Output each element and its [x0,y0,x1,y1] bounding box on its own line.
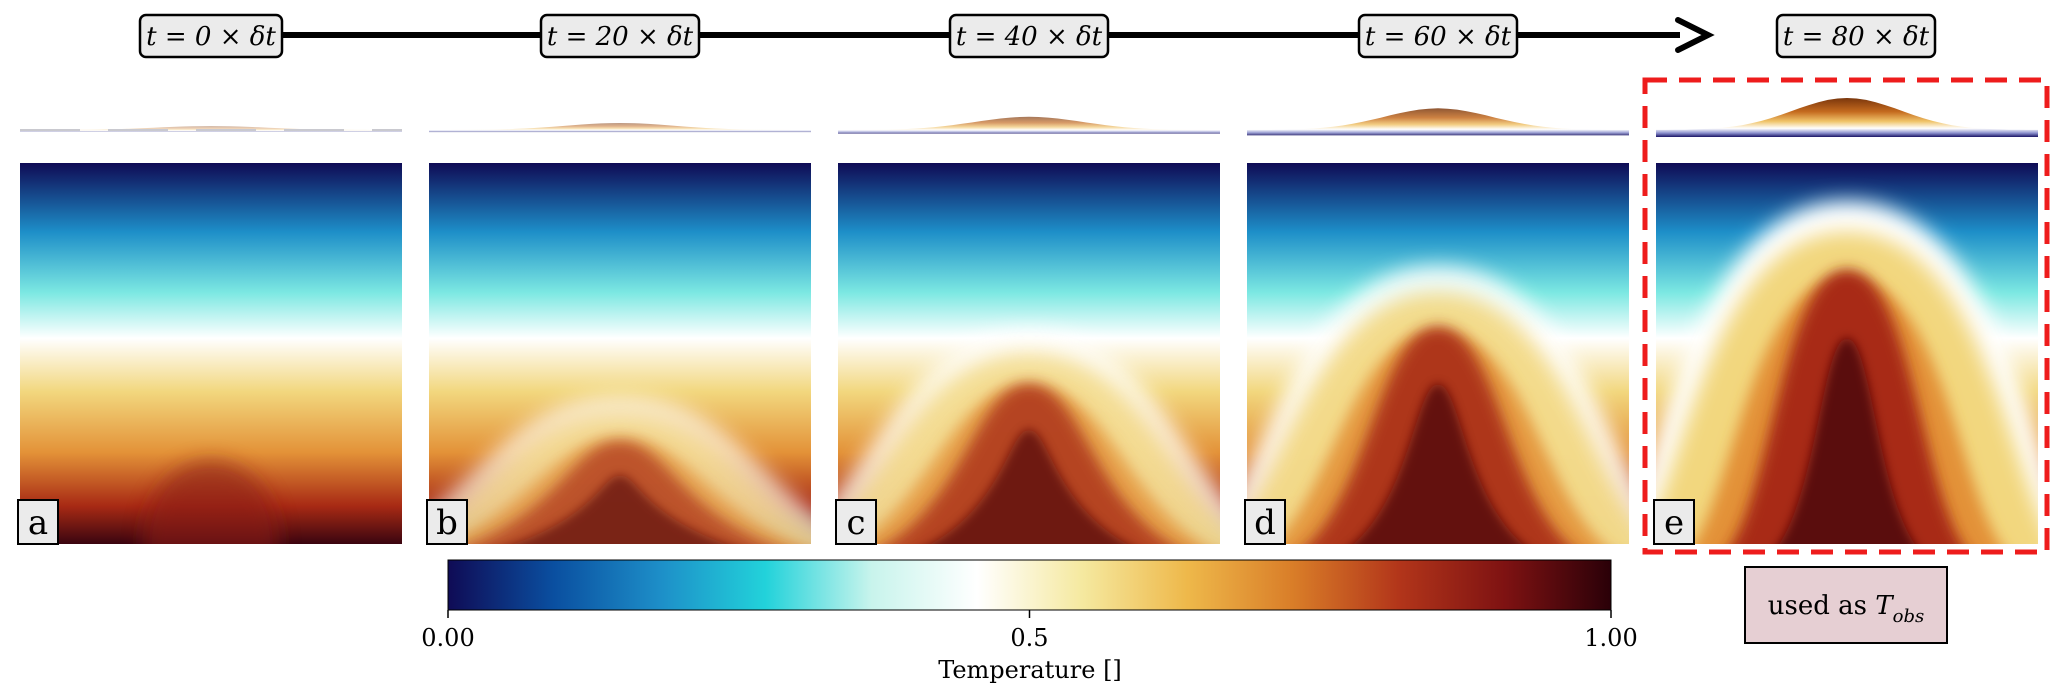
time-label-box [948,13,1110,59]
time-label-box [1357,13,1519,59]
colorbar: 0.00 0.5 1.00 Temperature [] [421,559,1638,684]
time-labels: t = 0 × δt t = 20 × δt t = 40 × δt t = 60 ×… [138,13,1937,59]
panel-letter-box [17,499,59,545]
time-label-box [138,13,284,59]
colorbar-tick-label: 0.00 [421,624,474,652]
timeline-arrowhead [1675,17,1715,53]
panel-c [838,163,1220,544]
panel-letter: a [28,503,48,543]
colorbar-ticks: 0.00 0.5 1.00 [421,610,1638,652]
time-label-box [1775,13,1937,59]
panel-letter: b [436,503,458,543]
colorbar-bar [447,559,1612,611]
surface-strip [1656,98,2038,137]
time-label-text: t = 40 × δt [956,22,1103,52]
plume-layer [513,475,727,544]
tobs-note-box [1744,566,1948,644]
time-label-text: t = 80 × δt [1783,22,1930,52]
panel-a [20,163,402,544]
time-label-text: t = 0 × δt [146,22,276,52]
colorbar-tick-label: 0.5 [1010,624,1048,652]
plume-layer [930,429,1128,544]
colorbar-title: Temperature [] [938,656,1122,684]
surface-strip [429,123,811,133]
plume-layer [1353,383,1523,544]
panel-letter-box [835,499,877,545]
plume-layer [1779,338,1915,544]
surface-strips [20,98,2038,137]
panel-letter-box [1653,499,1695,545]
panel-letter: c [846,503,865,543]
panel-e [1656,163,2038,544]
time-label-text: t = 20 × δt [547,22,694,52]
tobs-note-symbol: T [1875,591,1894,621]
panel-b [429,163,811,544]
panel-letter-box [426,499,468,545]
surface-strip [1247,108,1629,136]
panel-d [1247,163,1629,544]
tobs-note: used as Tobs [1744,566,1948,644]
colorbar-tick-label: 1.00 [1584,624,1637,652]
panel-letter-box [1244,499,1286,545]
time-label-text: t = 60 × δt [1365,22,1512,52]
tobs-note-prefix: used as [1768,591,1876,621]
surface-strip [838,116,1220,134]
highlight-box [1642,77,2050,555]
heatmap-panels: a b c d e [17,163,2038,545]
tobs-note-subscript: obs [1893,606,1925,627]
plume-layer [142,460,280,544]
panel-letter: d [1254,503,1276,543]
time-label-box [539,13,701,59]
panel-letter: e [1664,503,1684,543]
tobs-note-text: used as Tobs [1768,591,1924,627]
